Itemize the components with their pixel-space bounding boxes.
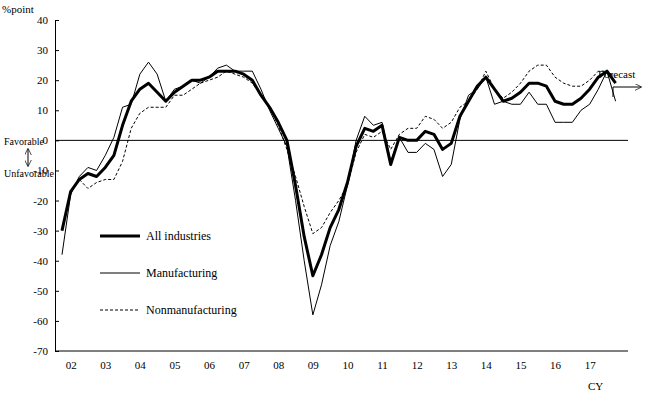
x-tick: 12 xyxy=(412,351,423,371)
legend-label: All industries xyxy=(146,229,211,243)
annotation: Unfavorable xyxy=(4,168,55,179)
y-axis: -70-60-50-40-30-20-10010203040 xyxy=(33,14,59,357)
x-axis: 02 03 04 05 06 07 08 09 10 11 12 13 14 15 16 17 xyxy=(55,351,628,371)
legend-label: Nonmanufacturing xyxy=(146,303,237,317)
y-tick-label: -70 xyxy=(33,345,48,357)
series-line xyxy=(62,71,616,276)
legend-swatch xyxy=(100,235,140,238)
x-tick: 11 xyxy=(377,351,388,371)
zero-line xyxy=(55,140,628,141)
x-tick: 13 xyxy=(446,351,458,371)
legend: All industries Manufacturing Nonmanufactur… xyxy=(100,229,237,317)
x-tick-label: 09 xyxy=(308,359,320,371)
x-tick: 16 xyxy=(550,351,562,371)
x-tick-label: 04 xyxy=(135,359,147,371)
x-tick: 09 xyxy=(308,351,320,371)
y-tick: 40 xyxy=(37,14,59,26)
annotation: Forecast xyxy=(598,68,635,80)
x-tick: 02 xyxy=(66,351,77,371)
x-tick-label: 10 xyxy=(342,359,354,371)
y-tick-label: -30 xyxy=(33,225,48,237)
x-tick-label: 16 xyxy=(550,359,562,371)
x-tick-label: 03 xyxy=(100,359,112,371)
legend-swatch xyxy=(100,273,140,274)
y-tick: -30 xyxy=(33,225,59,237)
x-tick: 15 xyxy=(515,351,527,371)
y-tick-label: -20 xyxy=(33,195,48,207)
series-line xyxy=(62,62,616,315)
x-axis-line xyxy=(55,351,628,352)
x-tick-label: 02 xyxy=(66,359,77,371)
y-tick-label: 40 xyxy=(37,14,49,26)
y-tick-mark xyxy=(55,231,59,232)
legend-label: Manufacturing xyxy=(146,266,217,280)
y-tick-label: 20 xyxy=(37,74,49,86)
y-tick: 20 xyxy=(37,74,59,86)
x-tick: 14 xyxy=(481,351,493,371)
x-tick-label: 11 xyxy=(377,359,388,371)
x-tick-label: 14 xyxy=(481,359,493,371)
y-tick-mark xyxy=(55,80,59,81)
y-tick-mark xyxy=(55,20,59,21)
x-tick-label: 17 xyxy=(585,359,597,371)
x-tick: 07 xyxy=(239,351,251,371)
y-tick-mark xyxy=(55,170,59,171)
x-tick-label: 12 xyxy=(412,359,423,371)
x-axis-title: CY xyxy=(588,380,603,392)
x-tick-label: 08 xyxy=(273,359,285,371)
direction-arrow xyxy=(28,149,29,166)
x-tick: 06 xyxy=(204,351,216,371)
y-tick-label: 10 xyxy=(37,104,49,116)
x-tick: 05 xyxy=(169,351,181,371)
x-tick: 08 xyxy=(273,351,285,371)
x-tick: 17 xyxy=(585,351,597,371)
y-tick: 10 xyxy=(37,104,59,116)
y-tick-mark xyxy=(55,50,59,51)
chart: -70-60-50-40-30-20-100102030400203040506… xyxy=(0,0,645,396)
x-tick: 10 xyxy=(342,351,354,371)
x-tick-label: 13 xyxy=(446,359,458,371)
x-tick-label: 07 xyxy=(239,359,251,371)
y-tick-label: -40 xyxy=(33,255,48,267)
y-tick: -50 xyxy=(33,285,59,297)
y-axis-title: %point xyxy=(2,3,34,15)
y-tick-label: -50 xyxy=(33,285,48,297)
y-tick-mark xyxy=(55,261,59,262)
y-tick-mark xyxy=(55,321,59,322)
y-tick: -40 xyxy=(33,255,59,267)
forecast-arrow xyxy=(613,87,614,97)
y-tick-mark xyxy=(55,291,59,292)
legend-swatch xyxy=(100,310,140,311)
x-tick: 04 xyxy=(135,351,147,371)
plot-area xyxy=(62,62,616,315)
y-tick: -60 xyxy=(33,315,59,327)
x-tick-label: 05 xyxy=(169,359,181,371)
y-tick-mark xyxy=(55,110,59,111)
x-tick-label: 15 xyxy=(515,359,527,371)
y-tick: -20 xyxy=(33,195,59,207)
y-tick-label: 30 xyxy=(37,44,49,56)
y-tick-label: -60 xyxy=(33,315,48,327)
y-axis-line xyxy=(55,21,56,352)
forecast-arrow xyxy=(613,87,641,88)
y-tick: 30 xyxy=(37,44,59,56)
x-tick: 03 xyxy=(100,351,112,371)
y-tick-mark xyxy=(55,201,59,202)
annotation: Favorable xyxy=(4,136,45,147)
x-tick-label: 06 xyxy=(204,359,216,371)
